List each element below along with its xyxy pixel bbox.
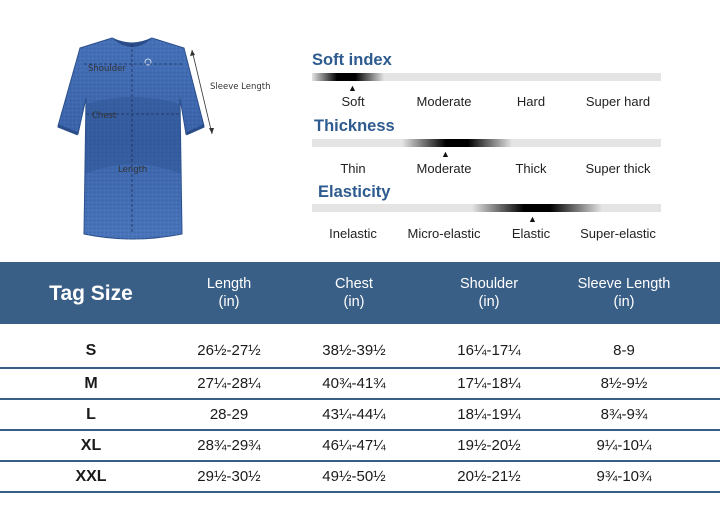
- soft-index-bar: [312, 73, 661, 81]
- header-unit: (in): [343, 294, 365, 310]
- elasticity-option: Micro-elastic: [407, 226, 481, 241]
- length-cell: 29½-30½: [197, 468, 261, 485]
- thickness-option: Super thick: [585, 161, 651, 176]
- chest-label: Chest: [92, 111, 117, 121]
- table-row: XXL 29½-30½ 49½-50½ 20½-21½ 9¾-10¾: [0, 462, 720, 492]
- chest-cell: 46¼-47¼: [322, 437, 386, 454]
- length-cell: 28¾-29¾: [197, 437, 261, 454]
- thickness-option: Thick: [515, 161, 547, 176]
- sleeve-cell: 8¾-9¾: [600, 406, 648, 423]
- header-sleeve-length: Sleeve Length (in): [578, 262, 671, 324]
- shoulder-cell: 18¼-19¼: [457, 406, 521, 423]
- header-title: Chest: [335, 276, 373, 292]
- thickness-bar: [312, 139, 661, 147]
- shoulder-cell: 17¼-18¼: [457, 375, 521, 392]
- size-cell: L: [86, 406, 96, 423]
- sleeve-cell: 9¼-10¼: [596, 437, 652, 454]
- header-title: Tag Size: [49, 281, 133, 305]
- length-cell: 27¼-28¼: [197, 375, 261, 392]
- chest-cell: 38½-39½: [322, 342, 386, 359]
- header-title: Length: [206, 276, 252, 292]
- shoulder-cell: 16¼-17¼: [457, 342, 521, 359]
- header-unit: (in): [478, 294, 500, 310]
- sleeve-cell: 8-9: [613, 342, 635, 359]
- tshirt-icon: [57, 37, 205, 240]
- sleeve-length-label: Sleeve Length: [210, 82, 271, 92]
- shoulder-cell: 19½-20½: [457, 437, 521, 454]
- thickness-option: Thin: [340, 161, 366, 176]
- elasticity-option: Inelastic: [329, 226, 377, 241]
- thickness-title: Thickness: [314, 117, 395, 135]
- header-title: Shoulder: [459, 276, 519, 292]
- length-cell: 28-29: [209, 406, 249, 423]
- chest-cell: 40¾-41¾: [322, 375, 386, 392]
- header-length: Length (in): [207, 262, 251, 324]
- header-title: Sleeve Length: [577, 276, 671, 292]
- chest-cell: 43¼-44¼: [322, 406, 386, 423]
- row-divider: [0, 367, 720, 369]
- elasticity-option: Super-elastic: [580, 226, 656, 241]
- table-row: XL 28¾-29¾ 46¼-47¼ 19½-20½ 9¼-10¼: [0, 431, 720, 461]
- size-cell: XXL: [75, 468, 107, 485]
- header-unit: (in): [218, 294, 240, 310]
- sleeve-cell: 8½-9½: [600, 375, 648, 392]
- sleeve-cell: 9¾-10¾: [596, 468, 652, 485]
- elasticity-bar: [312, 204, 661, 212]
- length-label: Length: [118, 165, 148, 175]
- header-unit: (in): [613, 294, 635, 310]
- soft-index-option: Soft: [341, 94, 365, 109]
- table-row: S 26½-27½ 38½-39½ 16¼-17¼ 8-9: [0, 336, 720, 366]
- size-cell: XL: [80, 437, 102, 454]
- row-divider: [0, 491, 720, 493]
- header-shoulder: Shoulder (in): [460, 262, 518, 324]
- header-chest: Chest (in): [335, 262, 373, 324]
- chest-cell: 49½-50½: [322, 468, 386, 485]
- size-cell: S: [85, 342, 97, 359]
- soft-index-option: Super hard: [585, 94, 651, 109]
- header-tag-size: Tag Size: [49, 262, 133, 324]
- soft-index-option: Moderate: [416, 94, 472, 109]
- row-divider: [0, 398, 720, 400]
- table-row: L 28-29 43¼-44¼ 18¼-19¼ 8¾-9¾: [0, 400, 720, 430]
- shoulder-cell: 20½-21½: [457, 468, 521, 485]
- size-cell: M: [84, 375, 98, 392]
- soft-index-option: Hard: [516, 94, 546, 109]
- elasticity-title: Elasticity: [318, 183, 391, 201]
- soft-index-marker: ▲: [348, 83, 357, 93]
- shoulder-label: Shoulder: [88, 64, 126, 74]
- table-row: M 27¼-28¼ 40¾-41¾ 17¼-18¼ 8½-9½: [0, 369, 720, 399]
- sleeve-length-line: [190, 49, 214, 135]
- elasticity-option: Elastic: [511, 226, 551, 241]
- length-cell: 26½-27½: [197, 342, 261, 359]
- thickness-option: Moderate: [416, 161, 472, 176]
- soft-index-title: Soft index: [312, 51, 392, 69]
- thickness-marker: ▲: [441, 149, 450, 159]
- size-table-header: Tag Size Length (in) Chest (in) Shoulder…: [0, 262, 720, 324]
- row-divider: [0, 429, 720, 431]
- elasticity-marker: ▲: [528, 214, 537, 224]
- row-divider: [0, 460, 720, 462]
